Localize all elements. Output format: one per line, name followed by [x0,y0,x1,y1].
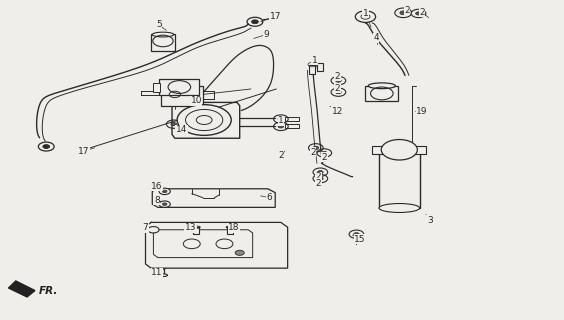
Text: 1: 1 [312,56,318,65]
Circle shape [278,125,284,128]
Circle shape [336,79,341,82]
Text: 2: 2 [310,148,316,156]
Text: 12: 12 [332,107,343,116]
Text: 2: 2 [316,179,321,188]
Text: 10: 10 [191,96,202,105]
Bar [372,146,426,154]
Bar [363,13,368,20]
Text: 17: 17 [270,12,281,21]
Bar [379,150,420,208]
Ellipse shape [152,32,174,37]
Text: 2: 2 [278,151,284,160]
Text: 17: 17 [78,147,89,156]
Bar [151,34,175,51]
Text: 2: 2 [334,72,340,81]
Bar [317,63,323,71]
Circle shape [278,117,284,121]
Polygon shape [8,281,35,297]
Text: 13: 13 [185,223,196,232]
Text: 9: 9 [263,30,269,39]
Text: 15: 15 [354,235,365,244]
Circle shape [318,177,323,180]
Circle shape [411,9,426,18]
Circle shape [162,203,167,205]
Circle shape [252,20,258,24]
Text: 19: 19 [416,107,428,116]
Circle shape [355,11,376,22]
Circle shape [336,91,341,94]
Text: 4: 4 [373,33,379,42]
Text: 1: 1 [278,116,284,125]
Text: 2: 2 [316,172,321,181]
Text: 7: 7 [143,223,148,232]
Text: 2: 2 [404,6,410,15]
Circle shape [177,105,231,135]
Text: 2: 2 [334,84,340,92]
Circle shape [159,201,170,207]
Text: 14: 14 [176,125,187,134]
Circle shape [235,250,244,255]
Bar [193,227,199,234]
Bar [227,227,233,234]
Circle shape [416,12,421,15]
Text: 16: 16 [151,182,162,191]
Circle shape [171,123,177,126]
Circle shape [321,151,327,155]
Text: 2: 2 [419,8,425,17]
Text: 18: 18 [228,223,240,232]
Text: 1: 1 [363,9,368,18]
Ellipse shape [368,83,395,89]
Circle shape [381,140,417,160]
Ellipse shape [160,274,168,276]
Circle shape [313,146,319,149]
Bar [309,65,315,74]
Circle shape [162,190,167,193]
Circle shape [159,188,170,195]
Ellipse shape [379,204,420,212]
Text: FR.: FR. [38,286,58,296]
Text: 2: 2 [321,153,327,162]
Text: 6: 6 [267,193,272,202]
Bar [285,117,299,121]
Circle shape [43,145,50,148]
Circle shape [354,233,359,236]
Bar [153,83,160,92]
Bar [365,86,398,101]
Circle shape [395,8,412,18]
Text: 11: 11 [151,268,162,277]
Text: 3: 3 [427,216,433,225]
Text: 5: 5 [156,20,162,29]
Text: 8: 8 [154,196,160,204]
Circle shape [400,11,407,15]
Bar [161,86,203,106]
Bar [285,124,299,128]
Circle shape [318,171,323,174]
Ellipse shape [379,145,420,154]
Bar [159,79,199,95]
Circle shape [148,227,159,233]
